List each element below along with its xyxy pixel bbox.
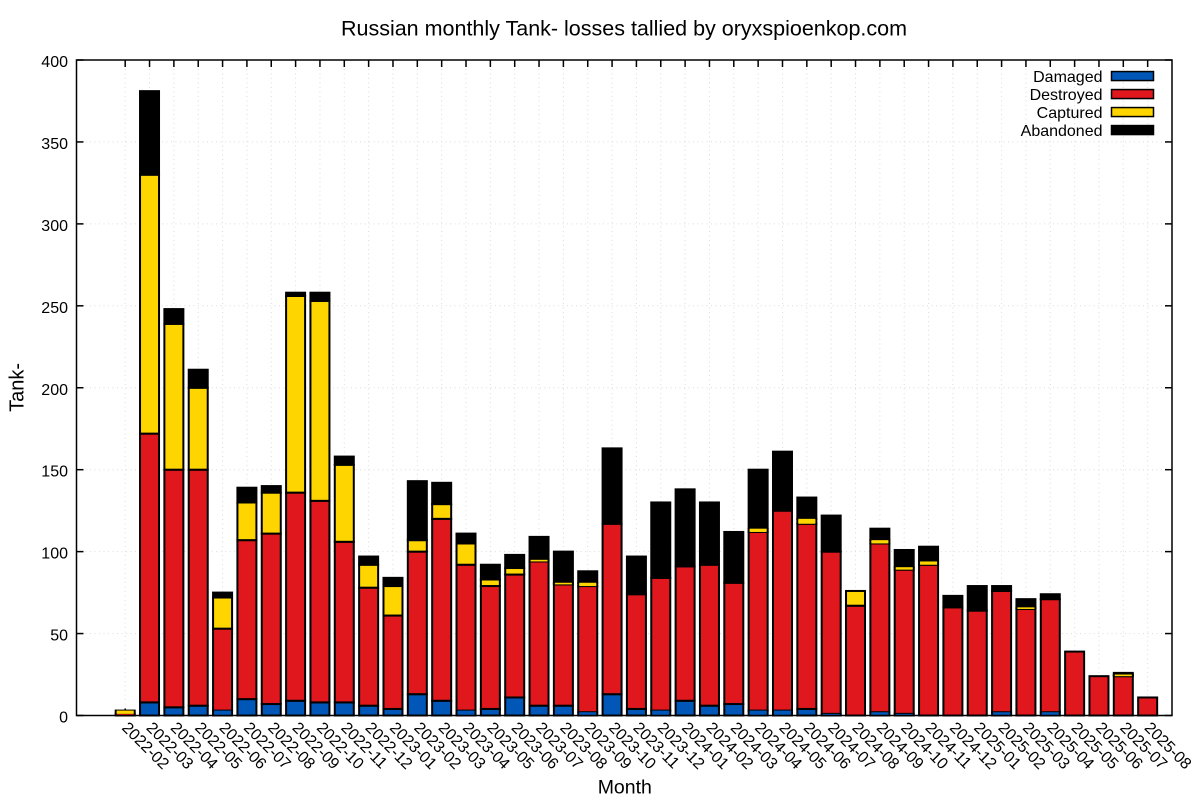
svg-text:200: 200 bbox=[41, 382, 68, 399]
svg-text:150: 150 bbox=[41, 464, 68, 481]
svg-text:350: 350 bbox=[41, 136, 68, 153]
svg-text:Russian monthly Tank- losses t: Russian monthly Tank- losses tallied by … bbox=[341, 17, 907, 41]
svg-text:300: 300 bbox=[41, 218, 68, 235]
svg-text:Tank-: Tank- bbox=[7, 363, 29, 412]
svg-text:Destroyed: Destroyed bbox=[1030, 87, 1103, 104]
svg-text:50: 50 bbox=[50, 628, 68, 645]
svg-text:Damaged: Damaged bbox=[1033, 69, 1102, 86]
svg-text:0: 0 bbox=[59, 710, 68, 727]
svg-text:250: 250 bbox=[41, 300, 68, 317]
svg-text:100: 100 bbox=[41, 546, 68, 563]
svg-text:Abandoned: Abandoned bbox=[1021, 123, 1103, 140]
svg-text:400: 400 bbox=[41, 54, 68, 71]
svg-text:Month: Month bbox=[598, 777, 652, 799]
svg-text:Captured: Captured bbox=[1037, 105, 1103, 122]
